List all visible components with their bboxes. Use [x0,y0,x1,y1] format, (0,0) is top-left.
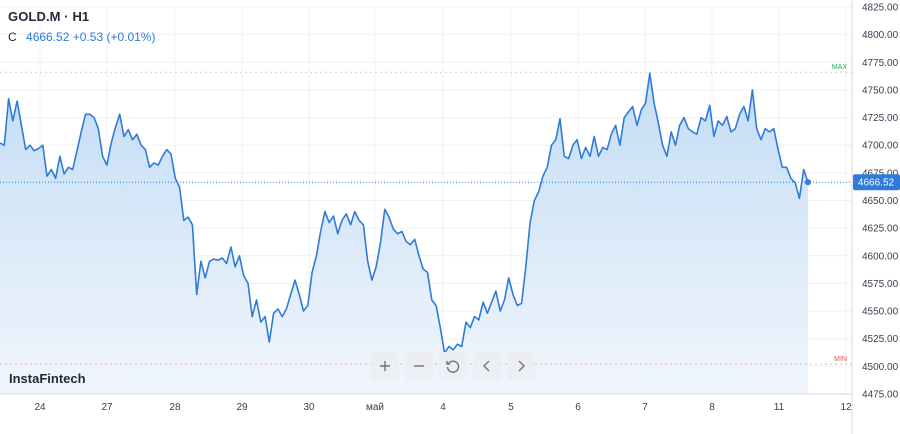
y-tick-label: 4550.00 [862,307,899,318]
y-tick-label: 4725.00 [862,113,899,124]
last-price-dot [805,179,811,186]
x-tick-label: 24 [34,402,46,413]
x-axis: 24 27 28 29 30 май 4 5 6 7 8 11 12 [0,393,852,413]
y-tick-label: 4800.00 [862,30,899,41]
x-tick-label: 4 [440,402,446,413]
x-tick-label: май [366,402,384,413]
price-line [0,72,809,354]
zoom-in-button[interactable] [371,352,399,380]
x-tick-label: 27 [101,402,113,413]
chevron-right-icon [518,360,525,372]
min-label: MIN [834,356,847,363]
y-tick-label: 4675.00 [862,168,899,179]
y-tick-label: 4825.00 [862,3,899,14]
scroll-right-button[interactable] [507,352,535,380]
max-label: MAX [832,64,848,71]
close-quote: C 4666.52 +0.53 (+0.01%) [8,30,155,44]
last-price-badge [853,174,900,191]
plus-icon [380,361,390,371]
price-area-fill [0,73,808,395]
y-tick-label: 4475.00 [862,390,899,401]
chevron-left-icon [483,360,490,372]
x-tick-label: 11 [774,402,785,413]
x-tick-label: 7 [642,402,648,413]
y-tick-label: 4600.00 [862,251,899,262]
y-tick-label: 4500.00 [862,362,899,373]
y-tick-label: 4650.00 [862,196,899,207]
x-tick-label: 12 [840,402,852,413]
reset-icon [446,360,460,373]
y-tick-label: 4525.00 [862,334,899,345]
x-tick-label: 8 [709,402,715,413]
y-tick-label: 4575.00 [862,279,899,290]
y-axis: 4825.00 4800.00 4775.00 4750.00 4725.00 4700.… [851,0,899,434]
y-tick-label: 4700.00 [862,141,899,152]
x-tick-label: 30 [303,402,315,413]
reset-button[interactable] [439,352,467,380]
x-tick-label: 29 [236,402,248,413]
x-tick-label: 6 [575,402,581,413]
y-tick-label: 4775.00 [862,58,899,69]
y-tick-label: 4625.00 [862,224,899,235]
brand-logo-text: InstaFintech [9,371,86,386]
chart-toolbar [371,352,535,380]
last-price-label: 4666.52 [858,178,895,189]
chart-plot-area [0,72,809,395]
y-tick-label: 4750.00 [862,85,899,96]
close-label: C [8,30,17,44]
minus-icon [414,365,424,367]
x-tick-label: 5 [508,402,514,413]
close-value: 4666.52 [26,30,70,44]
close-change: +0.53 (+0.01%) [72,30,156,44]
x-tick-label: 28 [169,402,181,413]
symbol-title: GOLD.M · H1 [8,9,90,24]
zoom-out-button[interactable] [405,352,433,380]
scroll-left-button[interactable] [473,352,501,380]
